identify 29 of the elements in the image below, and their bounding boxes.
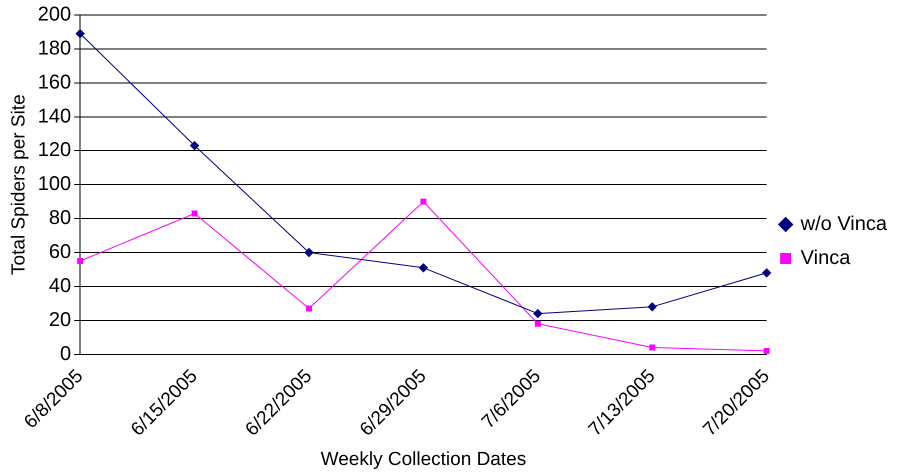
y-tick-label: 80	[48, 207, 72, 230]
point	[76, 29, 85, 38]
point	[762, 268, 772, 278]
y-tick-label: 120	[38, 139, 72, 162]
y-tick-label: 0	[60, 342, 72, 365]
point	[533, 309, 542, 318]
point	[304, 248, 314, 258]
y-tick-label: 180	[38, 37, 72, 60]
legend-label: Vinca	[800, 247, 852, 270]
point	[418, 263, 428, 272]
y-axis-title: Total Spiders per Site	[8, 94, 30, 275]
point	[648, 302, 657, 312]
point	[190, 141, 200, 150]
y-tick-label: 40	[48, 274, 72, 297]
point	[649, 344, 656, 350]
y-tick-label: 200	[38, 4, 72, 26]
point	[420, 198, 426, 205]
y-tick-label: 140	[38, 105, 72, 128]
point	[764, 348, 770, 354]
point	[534, 320, 541, 327]
legend-label: w/o Vinca	[800, 213, 888, 236]
point	[192, 210, 198, 216]
y-tick-label: 60	[48, 241, 72, 264]
y-tick-label: 20	[48, 308, 72, 331]
y-tick-label: 100	[38, 173, 72, 196]
point	[306, 306, 312, 312]
x-axis-title: Weekly Collection Dates	[320, 448, 526, 470]
y-tick-label: 160	[38, 71, 72, 94]
point	[77, 258, 84, 264]
